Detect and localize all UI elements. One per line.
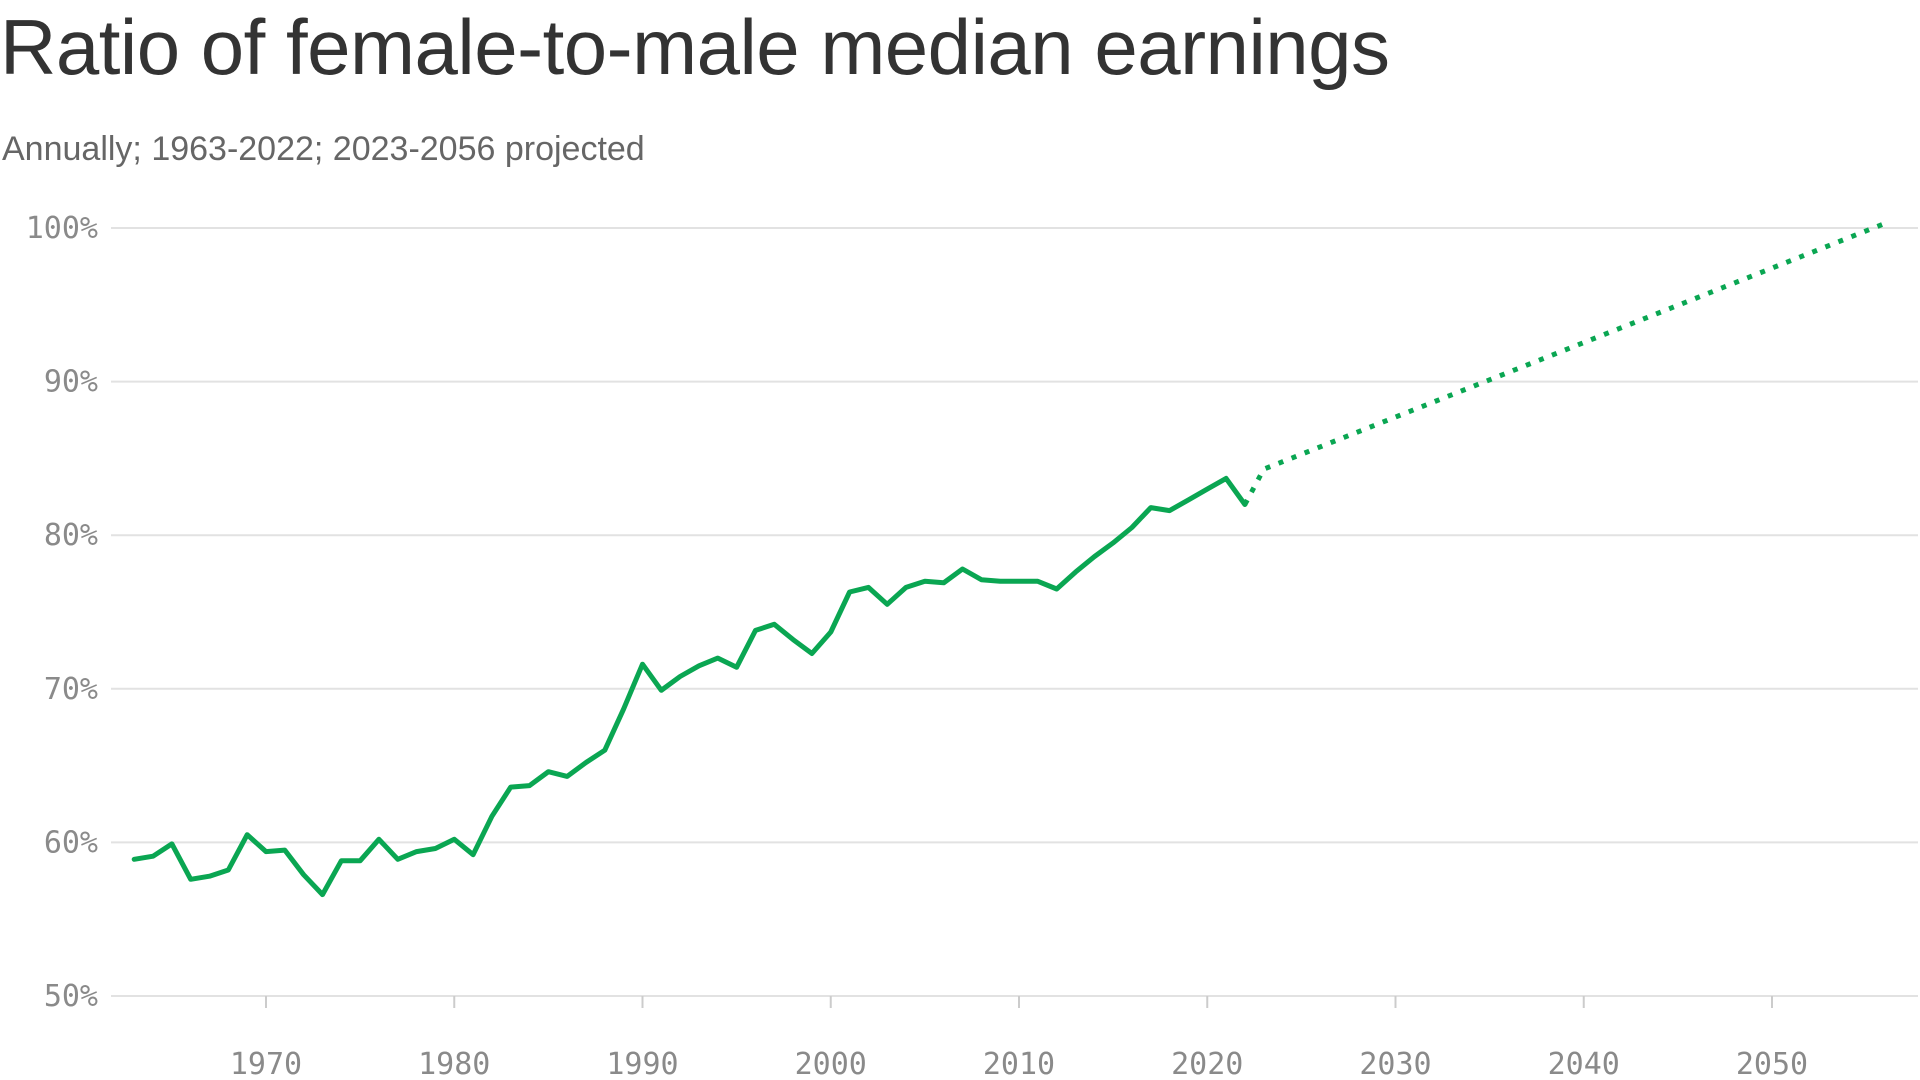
x-tick-label: 2030: [1359, 1047, 1431, 1080]
y-tick-label: 60%: [44, 825, 98, 860]
y-tick-label: 100%: [26, 211, 98, 246]
x-tick-label: 2040: [1548, 1047, 1620, 1080]
x-tick-label: 2050: [1736, 1047, 1808, 1080]
y-tick-label: 80%: [44, 518, 98, 553]
x-tick-label: 2010: [983, 1047, 1055, 1080]
x-axis-ticks: 1970 1980 1990 2000 2010 2020 2030 2040 2050: [230, 996, 1808, 1080]
y-tick-label: 90%: [44, 365, 98, 400]
x-tick-label: 1970: [230, 1047, 302, 1080]
historical-series-line: [131, 475, 1248, 898]
x-tick-label: 1990: [606, 1047, 678, 1080]
series-lines: [131, 221, 1886, 898]
chart-subtitle: Annually; 1963-2022; 2023-2056 projected: [2, 130, 645, 168]
x-tick-label: 2000: [795, 1047, 867, 1080]
chart-title: Ratio of female-to-male median earnings: [0, 3, 1390, 91]
y-tick-label: 50%: [44, 979, 98, 1014]
y-tick-label: 70%: [44, 672, 98, 707]
y-axis-ticks: 100% 90% 80% 70% 60% 50%: [26, 211, 98, 1014]
x-tick-label: 1980: [418, 1047, 490, 1080]
x-tick-label: 2020: [1171, 1047, 1243, 1080]
projected-series-line: [1242, 221, 1886, 506]
gridlines: [111, 227, 1918, 997]
